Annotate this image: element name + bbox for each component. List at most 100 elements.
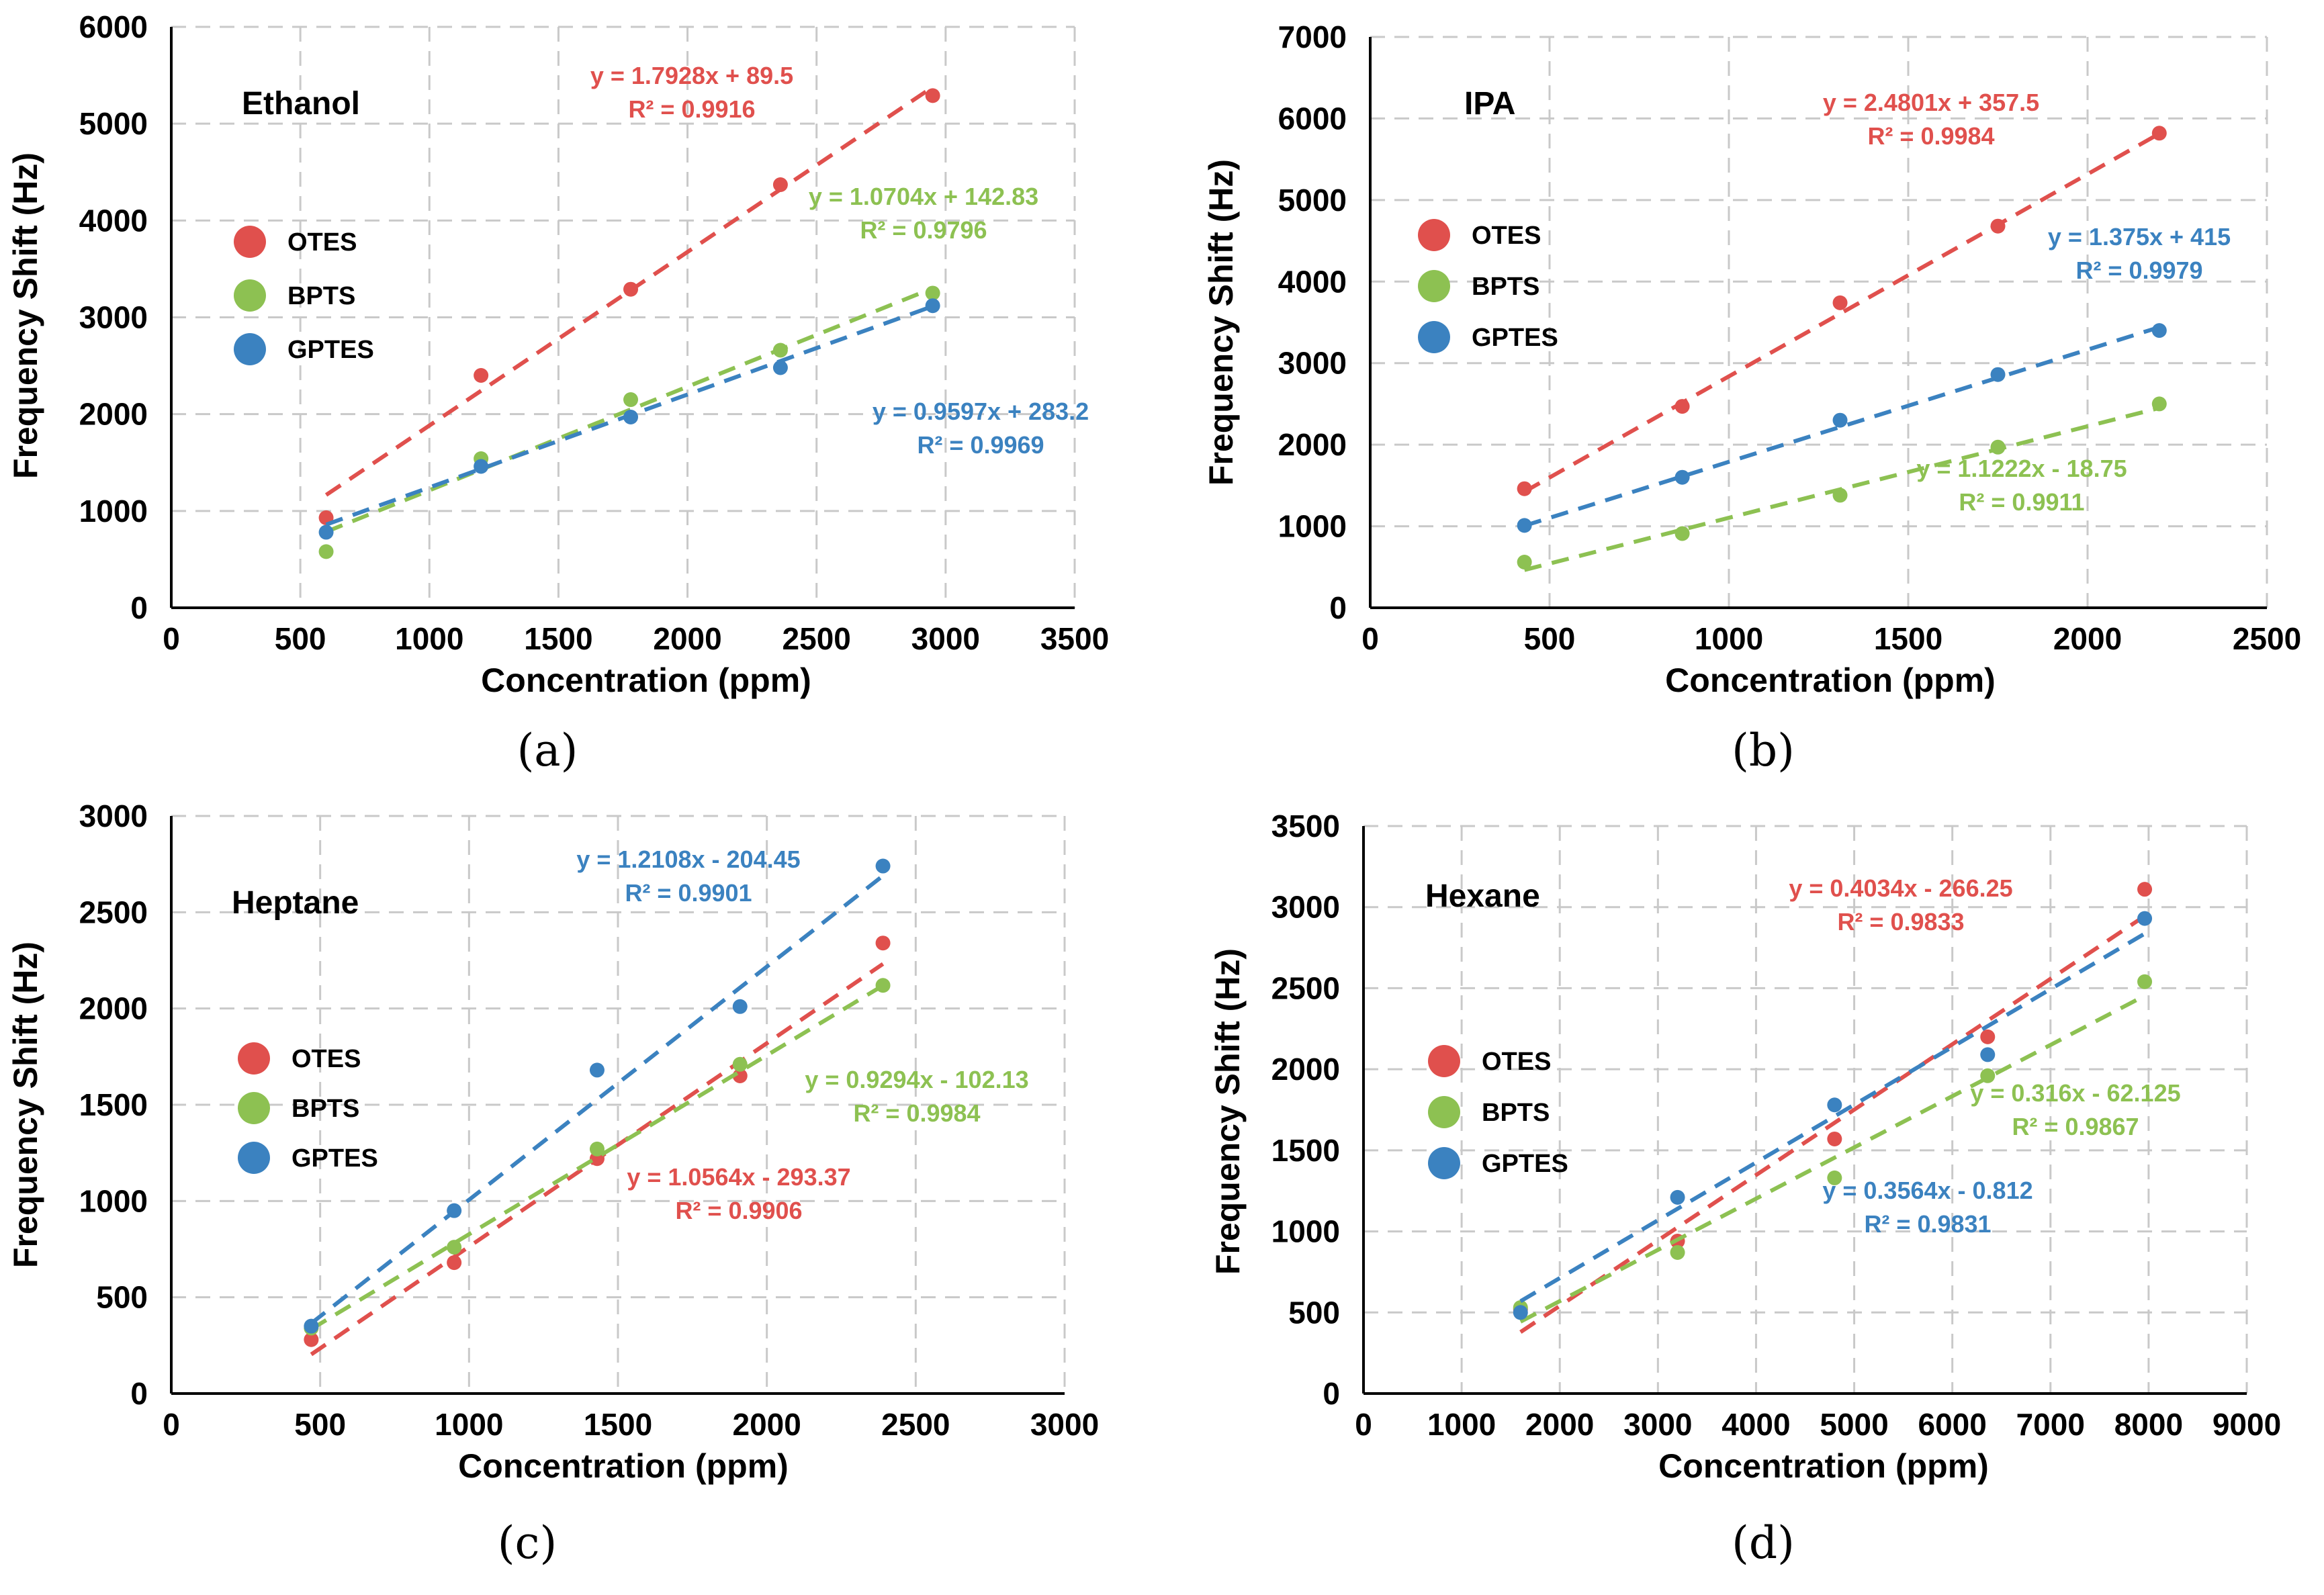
legend-marker-bpts	[234, 279, 266, 312]
r2-label-bpts: R² = 0.9984	[853, 1099, 980, 1127]
x-tick-label: 1500	[584, 1407, 652, 1442]
y-tick-label: 3000	[79, 799, 148, 833]
data-point-gptes	[1517, 518, 1532, 533]
x-tick-label: 9000	[2213, 1407, 2281, 1442]
chart-title: Hexane	[1425, 878, 1540, 914]
x-tick-label: 1500	[524, 621, 592, 656]
equation-label-otes: y = 0.4034x - 266.25	[1789, 874, 2012, 902]
data-point-bpts	[1517, 555, 1532, 569]
x-tick-label: 2000	[1525, 1407, 1594, 1442]
data-point-bpts	[318, 544, 334, 559]
y-tick-label: 1000	[1271, 1214, 1340, 1249]
data-point-otes	[2151, 126, 2167, 141]
data-point-otes	[1674, 399, 1690, 414]
data-point-bpts	[875, 978, 891, 993]
y-tick-label: 2500	[79, 895, 148, 929]
legend: OTES BPTS GPTES	[1428, 1045, 1568, 1179]
panel-caption: (b)	[1732, 725, 1795, 776]
legend-marker-otes	[234, 226, 266, 258]
chart-panel-4: 0 1000 2000 3000 4000 5000 6000 7000 8000 9000 0 50…	[1209, 809, 2281, 1569]
equation-label-gptes: y = 1.2108x - 204.45	[576, 846, 800, 873]
x-tick-label: 0	[163, 621, 180, 656]
data-point-gptes	[1827, 1097, 1842, 1113]
data-point-otes	[925, 88, 940, 103]
x-axis-title: Concentration (ppm)	[481, 662, 811, 699]
data-point-gptes	[1990, 367, 2006, 382]
data-point-gptes	[589, 1062, 605, 1078]
y-axis-title: Frequency Shift (Hz)	[7, 152, 44, 479]
data-point-bpts	[1980, 1068, 1996, 1083]
data-point-gptes	[623, 409, 639, 424]
chart-title: Ethanol	[242, 86, 360, 122]
legend-label-otes: OTES	[1482, 1048, 1551, 1076]
legend-label-bpts: BPTS	[1472, 273, 1539, 301]
r2-label-gptes: R² = 0.9969	[917, 431, 1044, 459]
y-tick-label: 0	[1323, 1376, 1340, 1411]
y-tick-label: 1500	[79, 1087, 148, 1122]
trendline-otes	[324, 85, 934, 497]
data-point-gptes	[1674, 469, 1690, 485]
data-point-gptes	[925, 298, 940, 314]
x-axis-title: Concentration (ppm)	[1658, 1447, 1989, 1485]
x-tick-label: 2500	[2233, 621, 2301, 656]
legend-label-bpts: BPTS	[1482, 1099, 1550, 1127]
y-tick-label: 3500	[1271, 809, 1340, 844]
x-tick-label: 1000	[435, 1407, 503, 1442]
x-tick-label: 0	[1355, 1407, 1372, 1442]
x-tick-label: 2000	[2053, 621, 2122, 656]
data-point-gptes	[772, 360, 788, 375]
r2-label-otes: R² = 0.9906	[675, 1197, 802, 1224]
data-point-bpts	[772, 343, 788, 358]
y-tick-label: 0	[130, 1376, 148, 1411]
x-tick-label: 1000	[395, 621, 463, 656]
x-tick-label: 2000	[653, 621, 721, 656]
legend: OTES BPTS GPTES	[1418, 219, 1558, 353]
legend-marker-bpts	[1418, 270, 1450, 302]
data-point-gptes	[1513, 1305, 1528, 1320]
legend-marker-bpts	[1428, 1096, 1460, 1128]
legend-label-otes: OTES	[292, 1045, 361, 1073]
legend: OTES BPTS GPTES	[234, 226, 374, 365]
data-point-otes	[447, 1255, 462, 1271]
data-point-otes	[1832, 295, 1848, 310]
data-point-bpts	[1990, 439, 2006, 455]
x-tick-label: 500	[1524, 621, 1576, 656]
legend-marker-bpts	[238, 1092, 270, 1124]
y-tick-label: 5000	[1278, 183, 1347, 218]
y-tick-label: 6000	[79, 9, 148, 44]
x-tick-label: 1000	[1695, 621, 1763, 656]
data-point-bpts	[732, 1056, 748, 1072]
x-tick-label: 3000	[1030, 1407, 1099, 1442]
data-point-gptes	[304, 1318, 319, 1334]
y-tick-label: 500	[1288, 1295, 1340, 1330]
data-point-gptes	[474, 459, 489, 474]
y-tick-label: 1000	[1278, 509, 1347, 544]
chart-panel-2: 0 500 1000 1500 2000 2500 0 1000 2000 3000 4000 500…	[1202, 19, 2301, 776]
y-tick-label: 7000	[1278, 19, 1347, 54]
legend-marker-gptes	[234, 333, 266, 365]
data-point-gptes	[447, 1203, 462, 1218]
equation-label-bpts: y = 1.0704x + 142.83	[809, 183, 1038, 210]
legend-marker-gptes	[1418, 321, 1450, 353]
data-point-gptes	[732, 999, 748, 1014]
y-tick-label: 4000	[79, 203, 148, 238]
legend: OTES BPTS GPTES	[238, 1042, 378, 1174]
x-tick-label: 500	[294, 1407, 346, 1442]
x-tick-label: 7000	[2016, 1407, 2085, 1442]
x-axis-title: Concentration (ppm)	[458, 1447, 789, 1485]
y-tick-label: 0	[130, 590, 148, 625]
legend-label-gptes: GPTES	[1472, 324, 1558, 352]
data-point-gptes	[1670, 1189, 1685, 1205]
legend-label-bpts: BPTS	[287, 282, 355, 310]
y-axis-title: Frequency Shift (Hz)	[1209, 948, 1247, 1275]
legend-marker-otes	[1428, 1045, 1460, 1077]
data-point-otes	[1517, 481, 1532, 496]
data-point-bpts	[1670, 1244, 1685, 1260]
legend-label-gptes: GPTES	[292, 1144, 378, 1173]
data-point-bpts	[1827, 1170, 1842, 1185]
y-tick-label: 1000	[79, 494, 148, 529]
legend-label-gptes: GPTES	[287, 336, 374, 364]
equation-label-otes: y = 2.4801x + 357.5	[1823, 89, 2039, 116]
y-tick-label: 1500	[1271, 1133, 1340, 1168]
data-point-bpts	[2137, 974, 2153, 989]
